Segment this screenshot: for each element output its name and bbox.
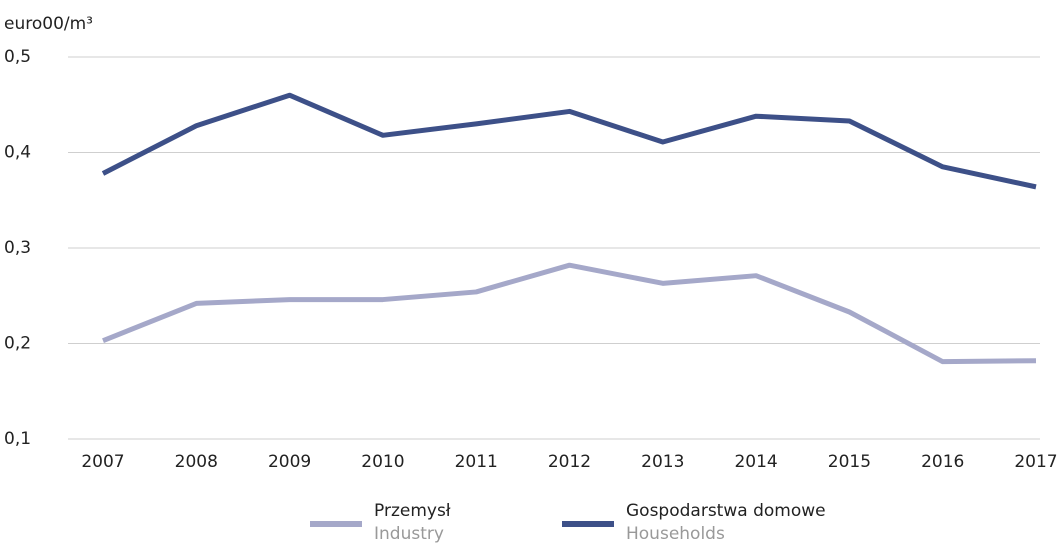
x-tick-label: 2008 [175,452,218,472]
y-tick-label: 0,2 [4,334,31,354]
x-tick-label: 2016 [921,452,964,472]
x-tick-label: 2012 [548,452,591,472]
legend-label: Gospodarstwa domowe [626,501,826,521]
y-tick-label: 0,3 [4,238,31,258]
series-line [101,92,1037,190]
x-tick-label: 2010 [361,452,404,472]
x-tick-label: 2009 [268,452,311,472]
legend-sublabel: Households [626,524,725,544]
legend-label: Przemysł [374,501,451,521]
y-tick-label: 0,5 [4,47,31,67]
y-tick-label: 0,4 [4,143,31,163]
legend-sublabel: Industry [374,524,444,544]
x-tick-label: 2014 [734,452,777,472]
series-line [102,262,1037,365]
x-tick-label: 2007 [81,452,124,472]
y-axis-label: euro00/m³ [4,14,93,34]
y-tick-label: 0,1 [4,429,31,449]
x-tick-label: 2011 [455,452,498,472]
x-tick-label: 2015 [828,452,871,472]
x-tick-label: 2013 [641,452,684,472]
x-tick-label: 2017 [1014,452,1057,472]
